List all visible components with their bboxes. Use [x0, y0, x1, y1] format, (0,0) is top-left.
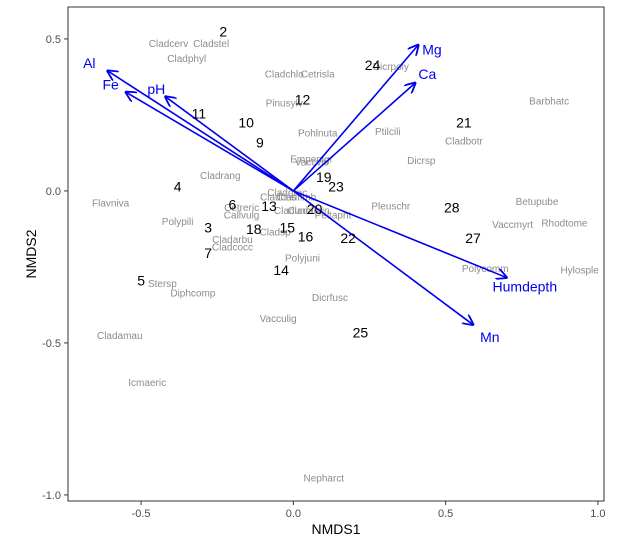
species-label: Cladamin — [287, 206, 329, 217]
species-label: Cladunci — [274, 206, 313, 217]
species-label: Ptilcili — [375, 127, 401, 138]
species-label: Cladphyl — [167, 54, 206, 65]
env-vector-label: pH — [147, 81, 165, 97]
site-label: 12 — [295, 92, 311, 108]
species-label: Nepharct — [304, 474, 345, 485]
species-label: Betupube — [516, 197, 559, 208]
site-label: 7 — [204, 245, 212, 261]
species-label: Vacculig — [260, 314, 297, 325]
species-label: Pinusylv — [266, 98, 303, 109]
species-label: Cladgrac — [267, 188, 307, 199]
plot-panel — [67, 6, 605, 502]
site-label: 27 — [465, 230, 481, 246]
species-label: Cladstel — [193, 39, 229, 50]
species-label: Stersp — [148, 279, 177, 290]
species-label: Dicrfusc — [312, 293, 348, 304]
species-label: Cladrang — [200, 171, 241, 182]
site-label: 16 — [298, 229, 314, 245]
species-label: Polyjuni — [285, 253, 320, 264]
site-label: 9 — [256, 134, 264, 150]
env-vector-label: Fe — [102, 77, 119, 93]
species-label: Polypili — [162, 217, 194, 228]
species-label: Barbhatc — [529, 97, 569, 108]
y-axis-title: NMDS2 — [23, 229, 39, 278]
site-label: 19 — [316, 169, 332, 185]
species-label: Callvulg — [224, 211, 260, 222]
species-label: Diphcomp — [170, 288, 215, 299]
env-vector-label: Mg — [422, 42, 441, 58]
species-label: Empenigr — [290, 155, 333, 166]
site-label: 2 — [219, 23, 227, 39]
species-label: Vaccmyrt — [492, 220, 533, 231]
species-label: Cladcerv — [149, 39, 188, 50]
species-label: Cladchlo — [265, 69, 304, 80]
x-tick-label: 1.0 — [590, 508, 605, 520]
y-tick-label: 0.0 — [46, 186, 61, 198]
env-vector-arrow — [292, 190, 473, 325]
species-label: Cladfimb — [277, 193, 317, 204]
y-tick-label: 0.5 — [46, 34, 61, 46]
y-tick-label: -0.5 — [42, 338, 61, 350]
site-label: 14 — [273, 262, 289, 278]
env-vector-arrow — [108, 71, 294, 192]
species-label: Vaccviti — [295, 158, 329, 169]
site-label: 20 — [307, 201, 323, 217]
site-label: 18 — [246, 221, 262, 237]
species-label: Cladbotr — [445, 136, 483, 147]
site-label: 3 — [204, 219, 212, 235]
site-label: 5 — [137, 273, 145, 289]
environment-vectors: Al Fe pH Mg Ca Humdepth Mn — [83, 42, 557, 345]
species-label: Pleuschr — [371, 202, 411, 213]
species-label: Flavniva — [92, 199, 130, 210]
species-labels: Cladcerv Cladstel Cladphyl CladchloCetrisla… — [92, 39, 599, 485]
x-tick-label: 0.0 — [286, 508, 301, 520]
species-label: Cladsp — [260, 227, 292, 238]
species-label: Cetreric — [224, 203, 259, 214]
site-label: 25 — [353, 324, 369, 340]
species-label: Hylosple — [560, 265, 599, 276]
y-tick-label: -1.0 — [42, 490, 61, 502]
env-vector-label: Humdepth — [493, 279, 558, 295]
site-label: 4 — [174, 178, 182, 194]
species-label: Dicrpoly — [373, 62, 409, 73]
species-label: Dicrsp — [407, 156, 436, 167]
site-label: 11 — [192, 105, 207, 121]
species-label: Cladcris — [260, 193, 296, 204]
x-axis-ticks: -0.5 0.0 0.5 1.0 — [132, 501, 606, 520]
site-label: 28 — [444, 200, 460, 216]
species-label: Cladcocc — [212, 243, 253, 254]
env-vector-arrow — [165, 97, 294, 192]
species-label: Peltapht — [315, 211, 352, 222]
x-axis-title: NMDS1 — [311, 521, 360, 537]
species-label: Cladarbu — [212, 235, 253, 246]
y-axis-ticks: -1.0 -0.5 0.0 0.5 — [42, 34, 68, 502]
x-tick-label: -0.5 — [132, 508, 151, 520]
env-vector-label: Al — [83, 55, 95, 71]
species-label: Icmaeric — [128, 378, 166, 389]
site-label: 6 — [229, 197, 237, 213]
site-label: 23 — [328, 178, 344, 194]
site-label: 10 — [238, 115, 254, 131]
env-vector-arrow — [292, 83, 415, 192]
site-label: 21 — [456, 115, 472, 131]
species-label: Cladamau — [97, 331, 143, 342]
env-vector-arrow — [126, 92, 294, 192]
species-label: Rhodtome — [541, 218, 588, 229]
env-vector-arrow — [293, 190, 506, 278]
env-vector-label: Mn — [480, 329, 499, 345]
site-label: 15 — [279, 219, 295, 235]
species-label: Pohlnuta — [298, 129, 338, 140]
site-label: 13 — [261, 198, 277, 214]
site-label: 24 — [365, 57, 381, 73]
species-label: Cetrisla — [301, 69, 335, 80]
x-tick-label: 0.5 — [438, 508, 453, 520]
env-vector-label: Ca — [418, 66, 436, 82]
env-vector-arrow — [292, 45, 418, 192]
site-label: 22 — [340, 230, 356, 246]
